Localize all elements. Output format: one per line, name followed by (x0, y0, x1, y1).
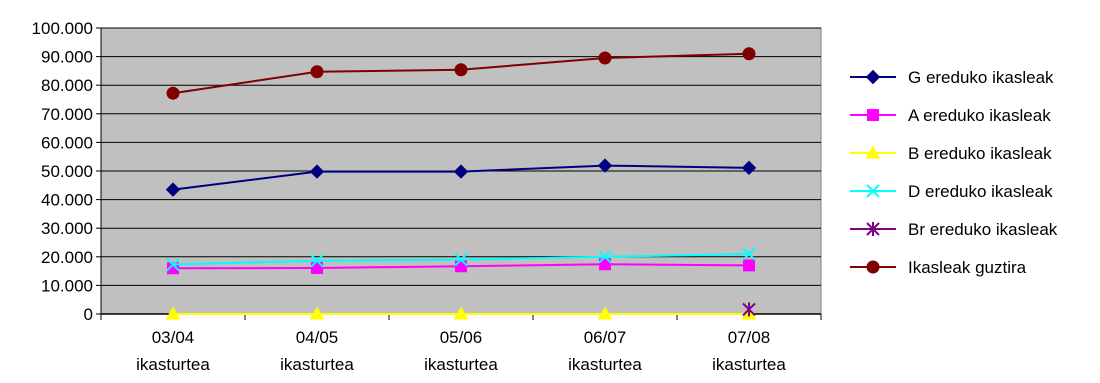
y-tick-label: 100.000 (32, 19, 93, 38)
y-tick-label: 30.000 (41, 219, 93, 238)
y-tick-label: 60.000 (41, 133, 93, 152)
data-point (166, 257, 180, 272)
legend-marker (866, 184, 880, 198)
legend-label: Ikasleak guztira (908, 258, 1027, 277)
legend-marker (865, 69, 881, 85)
data-point (309, 306, 325, 320)
legend-label: D ereduko ikasleak (908, 182, 1053, 201)
legend-item: Ikasleak guztira (850, 258, 1027, 277)
series (165, 47, 757, 320)
data-point (310, 65, 324, 79)
data-point (311, 261, 323, 274)
legend-item: D ereduko ikasleak (850, 182, 1053, 201)
legend-item: B ereduko ikasleak (850, 144, 1052, 163)
series-4 (742, 302, 756, 317)
legend-marker (866, 260, 880, 274)
legend: G ereduko ikasleak A ereduko ikasleak B er… (850, 68, 1058, 277)
data-point (597, 158, 613, 173)
data-point (598, 51, 612, 65)
legend-label: A ereduko ikasleak (908, 106, 1051, 125)
legend-label: Br ereduko ikasleak (908, 220, 1058, 239)
y-tick-label: 50.000 (41, 162, 93, 181)
x-tick-label: 05/06 ikasturtea (424, 328, 498, 374)
data-point (598, 250, 612, 264)
series-5 (166, 47, 756, 100)
data-point (741, 160, 757, 176)
y-axis-ticks: 0 10.000 20.000 30.000 40.000 50.000 60.000 70.… (32, 19, 101, 324)
y-tick-label: 10.000 (41, 276, 93, 295)
legend-item: Br ereduko ikasleak (850, 220, 1058, 239)
y-tick-label: 40.000 (41, 191, 93, 210)
gridlines (101, 27, 821, 286)
legend-marker (867, 109, 879, 121)
data-point (167, 262, 179, 275)
data-point (165, 182, 181, 197)
data-point (742, 247, 756, 261)
data-point (453, 306, 469, 320)
data-point (453, 164, 469, 179)
data-point (599, 258, 611, 271)
x-axis-ticks: 03/04 ikasturtea 04/05 ikasturtea 05/06 ikast… (100, 314, 822, 374)
legend-label: G ereduko ikasleak (908, 68, 1054, 87)
x-tick-label: 06/07 ikasturtea (568, 328, 642, 374)
legend-marker (866, 222, 880, 236)
legend-item: G ereduko ikasleak (850, 68, 1054, 87)
series-1 (167, 258, 755, 275)
y-tick-label: 70.000 (41, 105, 93, 124)
legend-item: A ereduko ikasleak (850, 106, 1051, 125)
legend-label: B ereduko ikasleak (908, 144, 1052, 163)
data-point (743, 259, 755, 272)
x-tick-label: 03/04 ikasturtea (136, 328, 210, 374)
data-point (310, 254, 324, 268)
data-point (597, 306, 613, 320)
x-tick-label: 04/05 ikasturtea (280, 328, 354, 374)
data-point (742, 47, 756, 61)
data-point (165, 306, 181, 320)
x-tick-label: 07/08 ikasturtea (712, 328, 786, 374)
data-point (166, 86, 180, 100)
data-point (309, 164, 325, 179)
legend-marker (865, 145, 881, 159)
data-point (454, 252, 468, 267)
data-point (742, 302, 756, 317)
y-tick-label: 90.000 (41, 48, 93, 67)
y-tick-label: 0 (84, 305, 93, 324)
y-tick-label: 20.000 (41, 248, 93, 267)
series-0 (165, 158, 757, 197)
data-point (454, 63, 468, 77)
y-tick-label: 80.000 (41, 76, 93, 95)
series-3 (166, 247, 756, 272)
